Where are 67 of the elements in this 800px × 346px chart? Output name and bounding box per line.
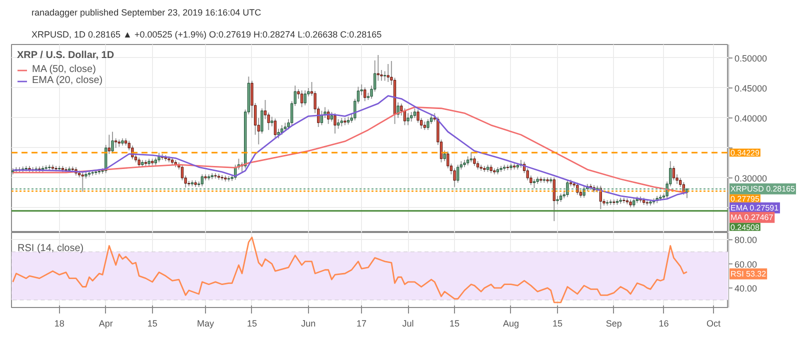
candlestick xyxy=(108,134,111,154)
y-tick-label: 60.00 xyxy=(734,259,758,270)
candlestick xyxy=(386,63,390,82)
y-tick-label: 0.50000 xyxy=(734,53,768,64)
y-tick-label: 0.30000 xyxy=(734,173,768,184)
x-tick-label: 15 xyxy=(246,318,257,328)
candlestick xyxy=(158,152,160,163)
candlestick xyxy=(396,102,400,118)
x-tick-label: Aug xyxy=(502,318,519,328)
y-tick-label: 0.40000 xyxy=(734,113,768,124)
x-tick-label: May xyxy=(196,318,214,328)
candlestick xyxy=(111,131,114,154)
text: RSI 53.32 xyxy=(730,269,767,278)
candlestick xyxy=(426,118,430,130)
candlestick xyxy=(672,165,676,181)
x-tick-label: 15 xyxy=(450,318,460,328)
x-tick-label: Jun xyxy=(301,318,316,328)
candlestick xyxy=(406,112,410,126)
x-tick-label: 15 xyxy=(147,318,158,328)
x-tick-label: Apr xyxy=(98,318,113,328)
x-tick-label: Oct xyxy=(706,318,722,328)
legend-label: MA (50, close) xyxy=(32,64,96,75)
candlestick xyxy=(473,156,476,166)
x-tick-label: 17 xyxy=(356,318,367,328)
x-tick-label: 15 xyxy=(552,318,562,328)
x-tick-label: Jul xyxy=(402,318,414,328)
candlestick xyxy=(383,70,386,82)
candlestick xyxy=(413,108,416,118)
chart-title: ranadagger published September 23, 2019 16:16:04 UTC xyxy=(32,8,262,18)
ref-line-label: XRPUSD 0.28165 xyxy=(730,184,796,194)
line-series xyxy=(12,95,688,202)
ref-line-label: 0.34229 xyxy=(730,148,760,158)
legend-title: XRP / U.S. Dollar, 1D xyxy=(17,50,114,61)
candlestick xyxy=(200,174,204,187)
x-tick-label: 18 xyxy=(54,318,64,328)
ref-line-label: 0.24508 xyxy=(730,222,760,232)
candlestick xyxy=(443,150,446,162)
candlestick xyxy=(304,90,306,106)
ref-line-label: 0.27795 xyxy=(730,194,760,204)
candlestick xyxy=(470,152,472,163)
y-tick-label: 0.45000 xyxy=(734,83,768,94)
line-series xyxy=(12,106,688,194)
candlestick xyxy=(334,112,336,134)
text: EMA 0.27591 xyxy=(730,203,780,212)
candlestick xyxy=(364,86,366,102)
y-tick-label: 40.00 xyxy=(734,283,758,294)
candlestick xyxy=(274,118,277,139)
candlestick xyxy=(114,138,118,148)
y-tick-label: 80.00 xyxy=(734,235,758,246)
candlestick xyxy=(330,111,334,122)
x-tick-label: Sep xyxy=(606,318,622,328)
chart-subtitle: XRPUSD, 1D 0.28165 ▲ +0.00525 (+1.9%) O:0.27619 H:0.28274 L:0.26638 C:0.28165 xyxy=(32,30,382,40)
candlestick xyxy=(138,157,140,168)
candlestick xyxy=(456,164,460,184)
text: RSI (14, close) xyxy=(18,243,84,254)
candlestick xyxy=(552,176,556,222)
legend-label: EMA (20, close) xyxy=(32,75,103,86)
candlestick xyxy=(300,90,304,108)
candlestick xyxy=(270,116,274,127)
x-tick-label: 16 xyxy=(658,318,669,328)
candlestick xyxy=(277,128,280,139)
candlestick xyxy=(410,111,413,122)
text: MA 0.27467 xyxy=(730,212,774,222)
line-series xyxy=(12,236,688,304)
candlestick xyxy=(453,168,456,188)
candlestick xyxy=(81,172,84,192)
candlestick xyxy=(336,118,340,130)
